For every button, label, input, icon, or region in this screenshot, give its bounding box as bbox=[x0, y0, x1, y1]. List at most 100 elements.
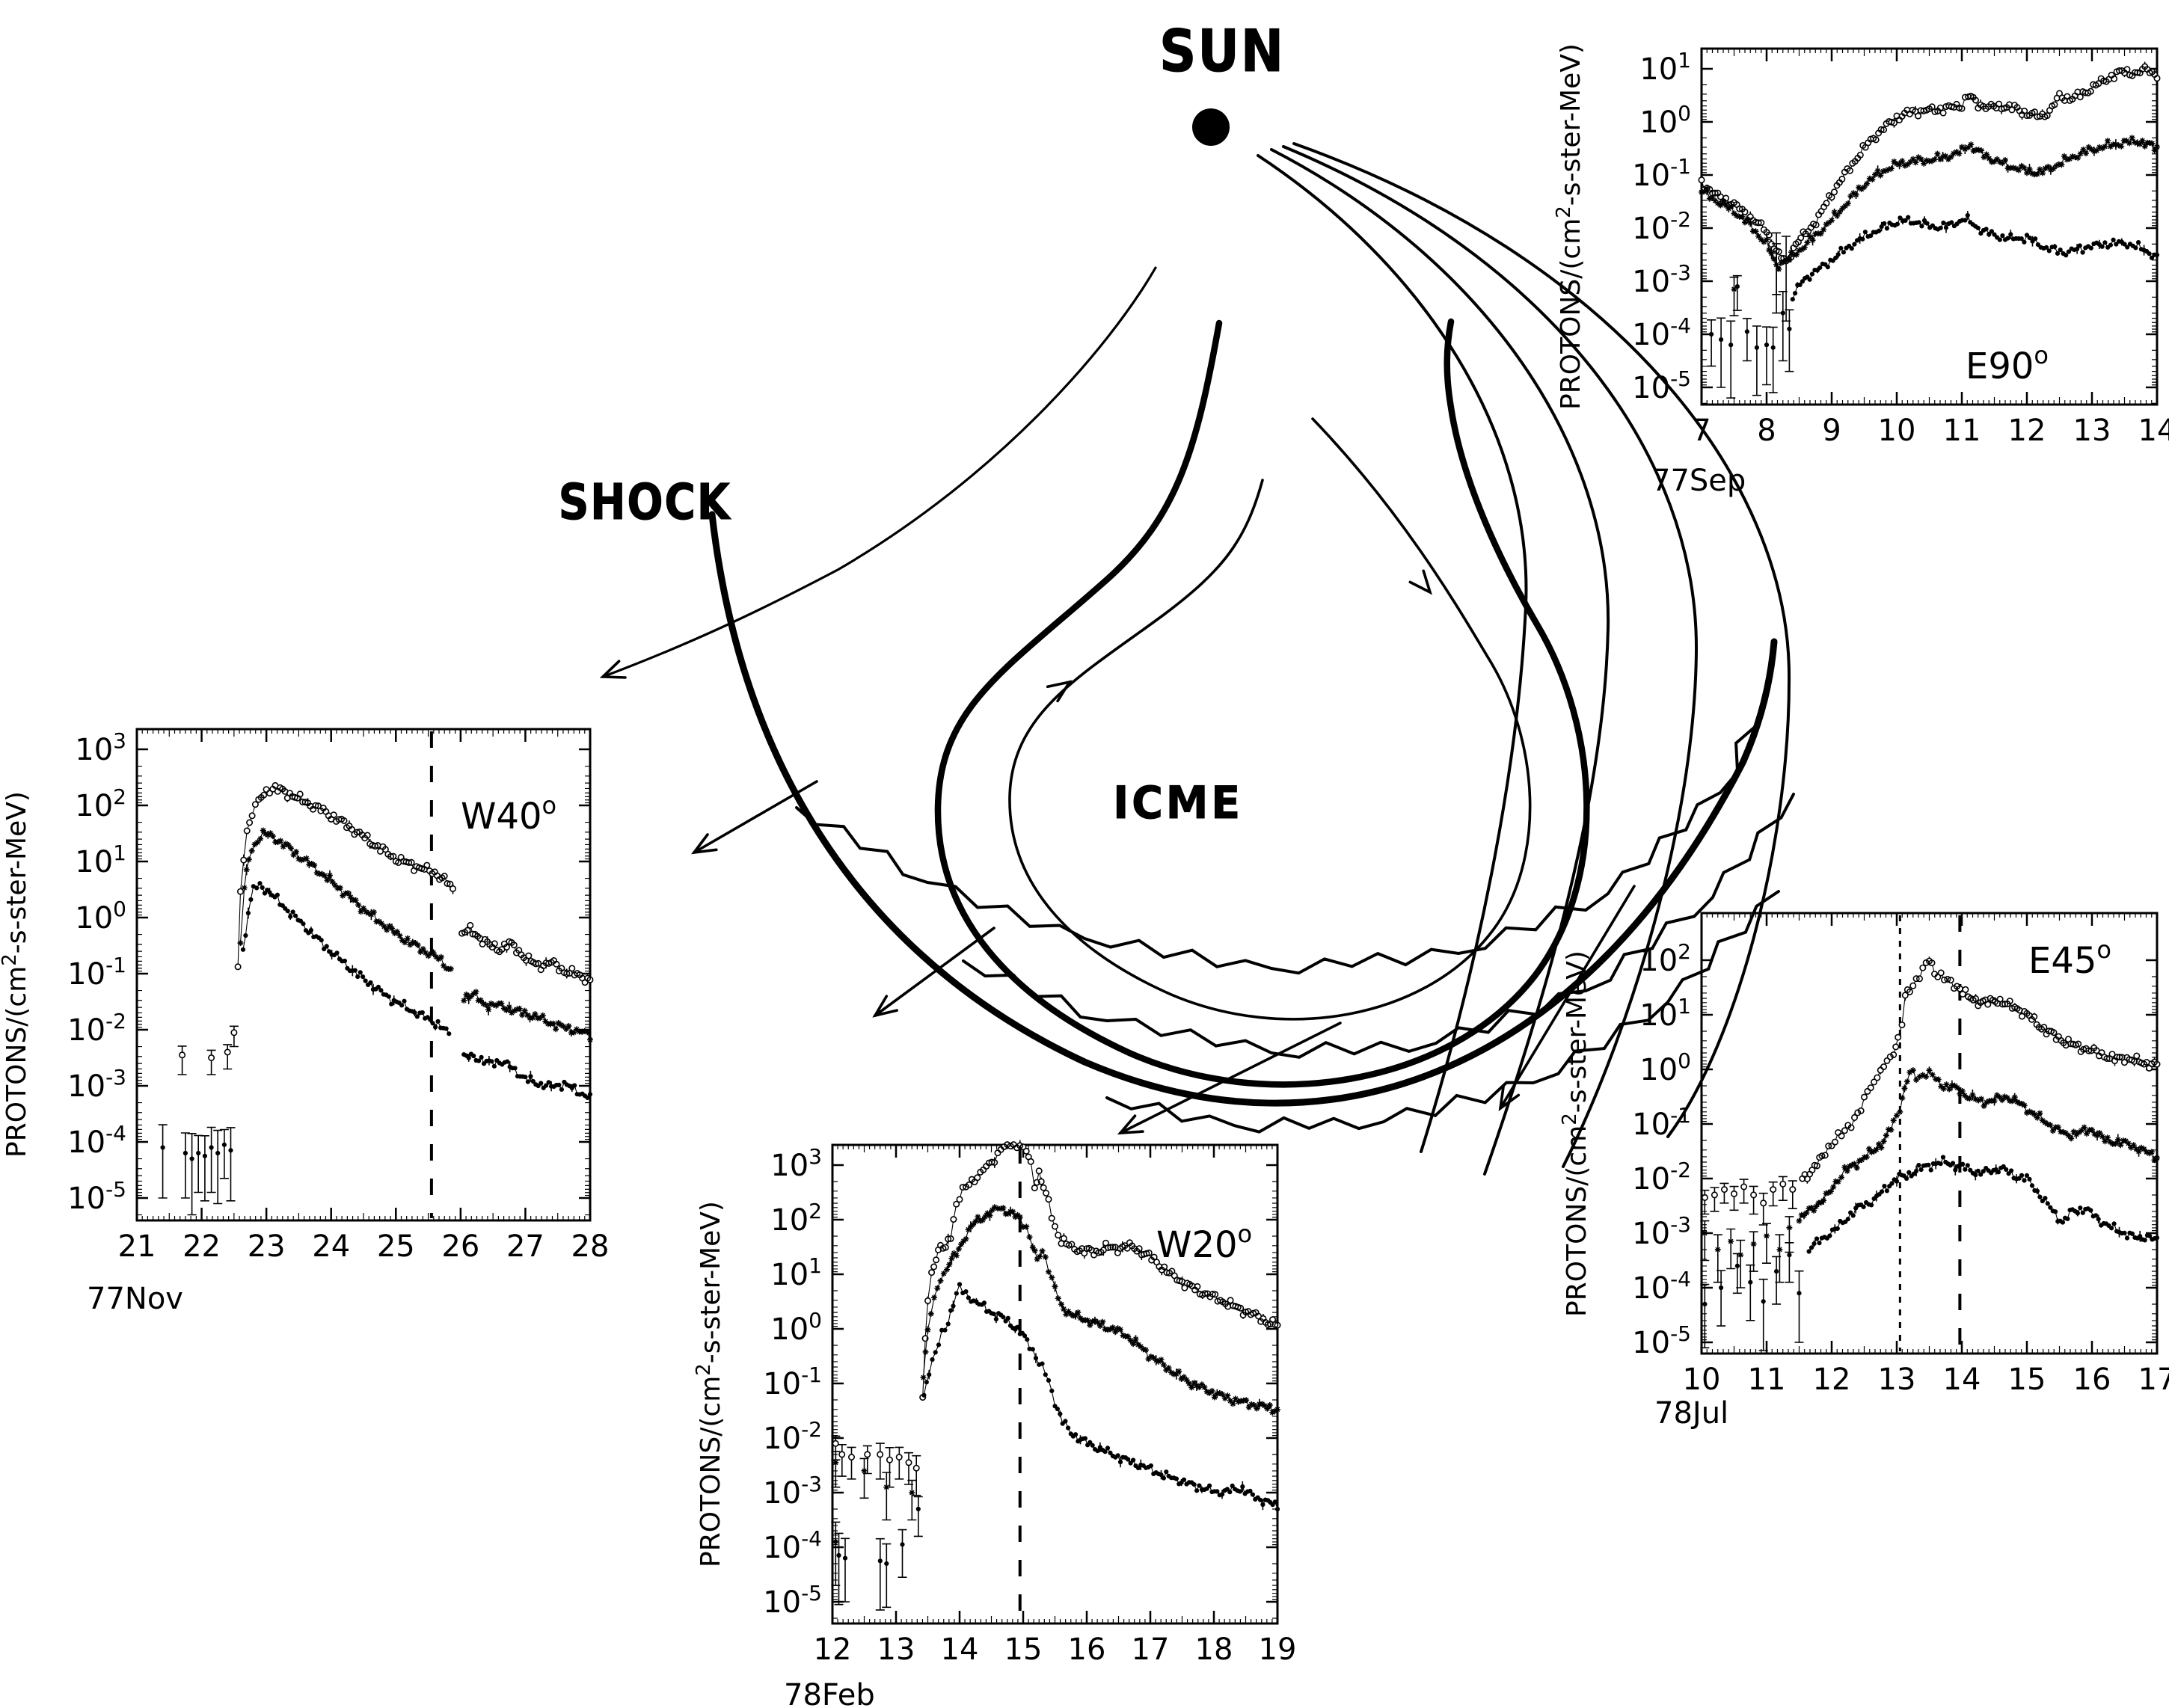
series-line bbox=[239, 829, 591, 1040]
arrowhead-icon bbox=[1046, 680, 1073, 703]
x-tick-label: 13 bbox=[877, 1632, 915, 1667]
radial-arrow bbox=[1499, 885, 1636, 1110]
turbulence-wavy-lines bbox=[795, 698, 1795, 1134]
x-tick-label: 18 bbox=[1195, 1632, 1233, 1667]
x-tick-label: 23 bbox=[248, 1229, 286, 1264]
sun-label: SUN bbox=[1159, 18, 1285, 85]
sun-dot bbox=[1192, 108, 1230, 146]
series-open-circle bbox=[1700, 956, 2161, 1226]
y-tick-label: 10-3 bbox=[67, 1065, 126, 1104]
parker-spiral-line bbox=[1282, 145, 1699, 1168]
angle-label: E90o bbox=[1966, 341, 2049, 387]
series-open-circle bbox=[177, 781, 594, 1075]
icme-inner-loop bbox=[1008, 417, 1532, 1021]
turbulence-wavy-line bbox=[795, 698, 1765, 975]
x-tick-label: 12 bbox=[814, 1632, 852, 1667]
y-tick-label: 103 bbox=[75, 728, 126, 767]
y-tick-label: 10-5 bbox=[763, 1581, 822, 1620]
axis-labels: 12 13 14 15 16 17 18 19 103 102 101 100 10-1 10-2 10-3… bbox=[693, 1144, 1296, 1708]
y-tick-label: 101 bbox=[770, 1253, 822, 1292]
series-markers bbox=[1702, 1067, 2160, 1259]
series-cross bbox=[831, 1204, 1280, 1521]
minor-ticks bbox=[137, 729, 590, 1220]
minor-ticks bbox=[832, 1145, 1277, 1623]
series-markers bbox=[832, 1141, 1281, 1472]
date-label: 78Jul bbox=[1654, 1396, 1728, 1431]
y-tick-label: 100 bbox=[770, 1308, 822, 1347]
y-tick-label: 103 bbox=[770, 1144, 822, 1183]
y-tick-label: 100 bbox=[75, 897, 126, 936]
date-label: 77Nov bbox=[87, 1282, 183, 1316]
error-bars bbox=[831, 1298, 1264, 1611]
axes bbox=[1700, 47, 2159, 406]
y-tick-label: 10-4 bbox=[763, 1526, 822, 1565]
series-markers bbox=[833, 1282, 1280, 1567]
x-tick-label: 12 bbox=[2008, 414, 2046, 448]
arrowhead-icon bbox=[691, 833, 718, 855]
series-dot bbox=[1700, 1155, 2160, 1351]
series-markers bbox=[237, 827, 593, 1043]
axis-labels: 10 11 12 13 14 15 16 17 102 101 100 10-1 10-2 10-3 10-… bbox=[1559, 936, 2169, 1431]
x-tick-label: 26 bbox=[441, 1229, 479, 1264]
series-line bbox=[1802, 960, 2158, 1180]
y-tick-label: 10-3 bbox=[1632, 1212, 1691, 1251]
x-tick-label: 11 bbox=[1943, 414, 1981, 448]
y-tick-label: 10-2 bbox=[1632, 207, 1691, 246]
shock-label: SHOCK bbox=[559, 473, 731, 531]
turbulence-wavy-line bbox=[1105, 890, 1780, 1134]
series-cross bbox=[237, 827, 593, 1043]
axes bbox=[831, 1143, 1279, 1625]
x-tick-label: 27 bbox=[506, 1229, 544, 1264]
parker-spiral-line bbox=[1270, 148, 1610, 1176]
turbulence-wavy-line bbox=[962, 793, 1795, 1059]
x-tick-label: 21 bbox=[118, 1229, 156, 1264]
y-tick-label: 101 bbox=[1639, 48, 1691, 87]
series-cross bbox=[1699, 135, 2160, 316]
axes bbox=[135, 728, 592, 1222]
y-tick-label: 10-5 bbox=[1632, 366, 1691, 405]
series-open-circle bbox=[1698, 61, 2161, 322]
y-tick-label: 10-3 bbox=[763, 1472, 822, 1511]
spiral-field-line-w40 bbox=[601, 266, 1157, 678]
angle-label: E45o bbox=[2028, 936, 2111, 982]
major-ticks bbox=[831, 1145, 1279, 1623]
angle-label: W20o bbox=[1156, 1220, 1252, 1266]
x-tick-label: 10 bbox=[1878, 414, 1916, 448]
series-line bbox=[1798, 1069, 2158, 1221]
radial-arrow bbox=[874, 927, 995, 1017]
y-tick-label: 10-1 bbox=[1632, 1103, 1691, 1142]
x-tick-label: 24 bbox=[312, 1229, 350, 1264]
arrowhead-icon bbox=[1408, 569, 1432, 595]
y-tick-label: 102 bbox=[1639, 939, 1691, 978]
series-dot bbox=[1707, 211, 2160, 399]
date-label: 78Feb bbox=[784, 1678, 875, 1708]
y-tick-label: 10-5 bbox=[1632, 1321, 1691, 1360]
series-markers bbox=[1702, 1155, 2160, 1307]
y-tick-label: 10-3 bbox=[1632, 260, 1691, 299]
error-bars bbox=[1700, 1066, 2140, 1288]
angle-label: W40o bbox=[461, 791, 556, 838]
chart-e45: 10 11 12 13 14 15 16 17 102 101 100 10-1 10-2 10-3 10-… bbox=[1559, 912, 2169, 1431]
axis-labels: 21 22 23 24 25 26 27 28 103 102 101 100 10-1 10-2 10-3… bbox=[0, 728, 609, 1316]
y-axis-title: PROTONS/(cm2-s-ster-MeV) bbox=[0, 791, 32, 1158]
x-tick-label: 22 bbox=[182, 1229, 221, 1264]
series-dot bbox=[158, 881, 593, 1216]
y-tick-label: 10-1 bbox=[763, 1363, 822, 1401]
x-tick-label: 17 bbox=[2138, 1363, 2169, 1397]
x-tick-label: 9 bbox=[1822, 414, 1841, 448]
series-cross bbox=[1700, 1066, 2160, 1288]
series-markers bbox=[1698, 63, 2161, 265]
radial-arrow bbox=[693, 780, 818, 854]
arrowhead-icon bbox=[1117, 1114, 1144, 1135]
axes bbox=[1700, 912, 2159, 1355]
x-tick-label: 16 bbox=[2073, 1363, 2111, 1397]
x-tick-label: 25 bbox=[377, 1229, 415, 1264]
chart-w40: 21 22 23 24 25 26 27 28 103 102 101 100 10-1 10-2 10-3… bbox=[0, 728, 609, 1316]
error-bars bbox=[1707, 211, 2145, 399]
x-tick-label: 19 bbox=[1259, 1632, 1297, 1667]
arrowhead-icon bbox=[599, 660, 627, 679]
series-markers bbox=[1709, 212, 2160, 350]
x-tick-label: 11 bbox=[1748, 1363, 1786, 1397]
icme-label: ICME bbox=[1113, 777, 1243, 829]
